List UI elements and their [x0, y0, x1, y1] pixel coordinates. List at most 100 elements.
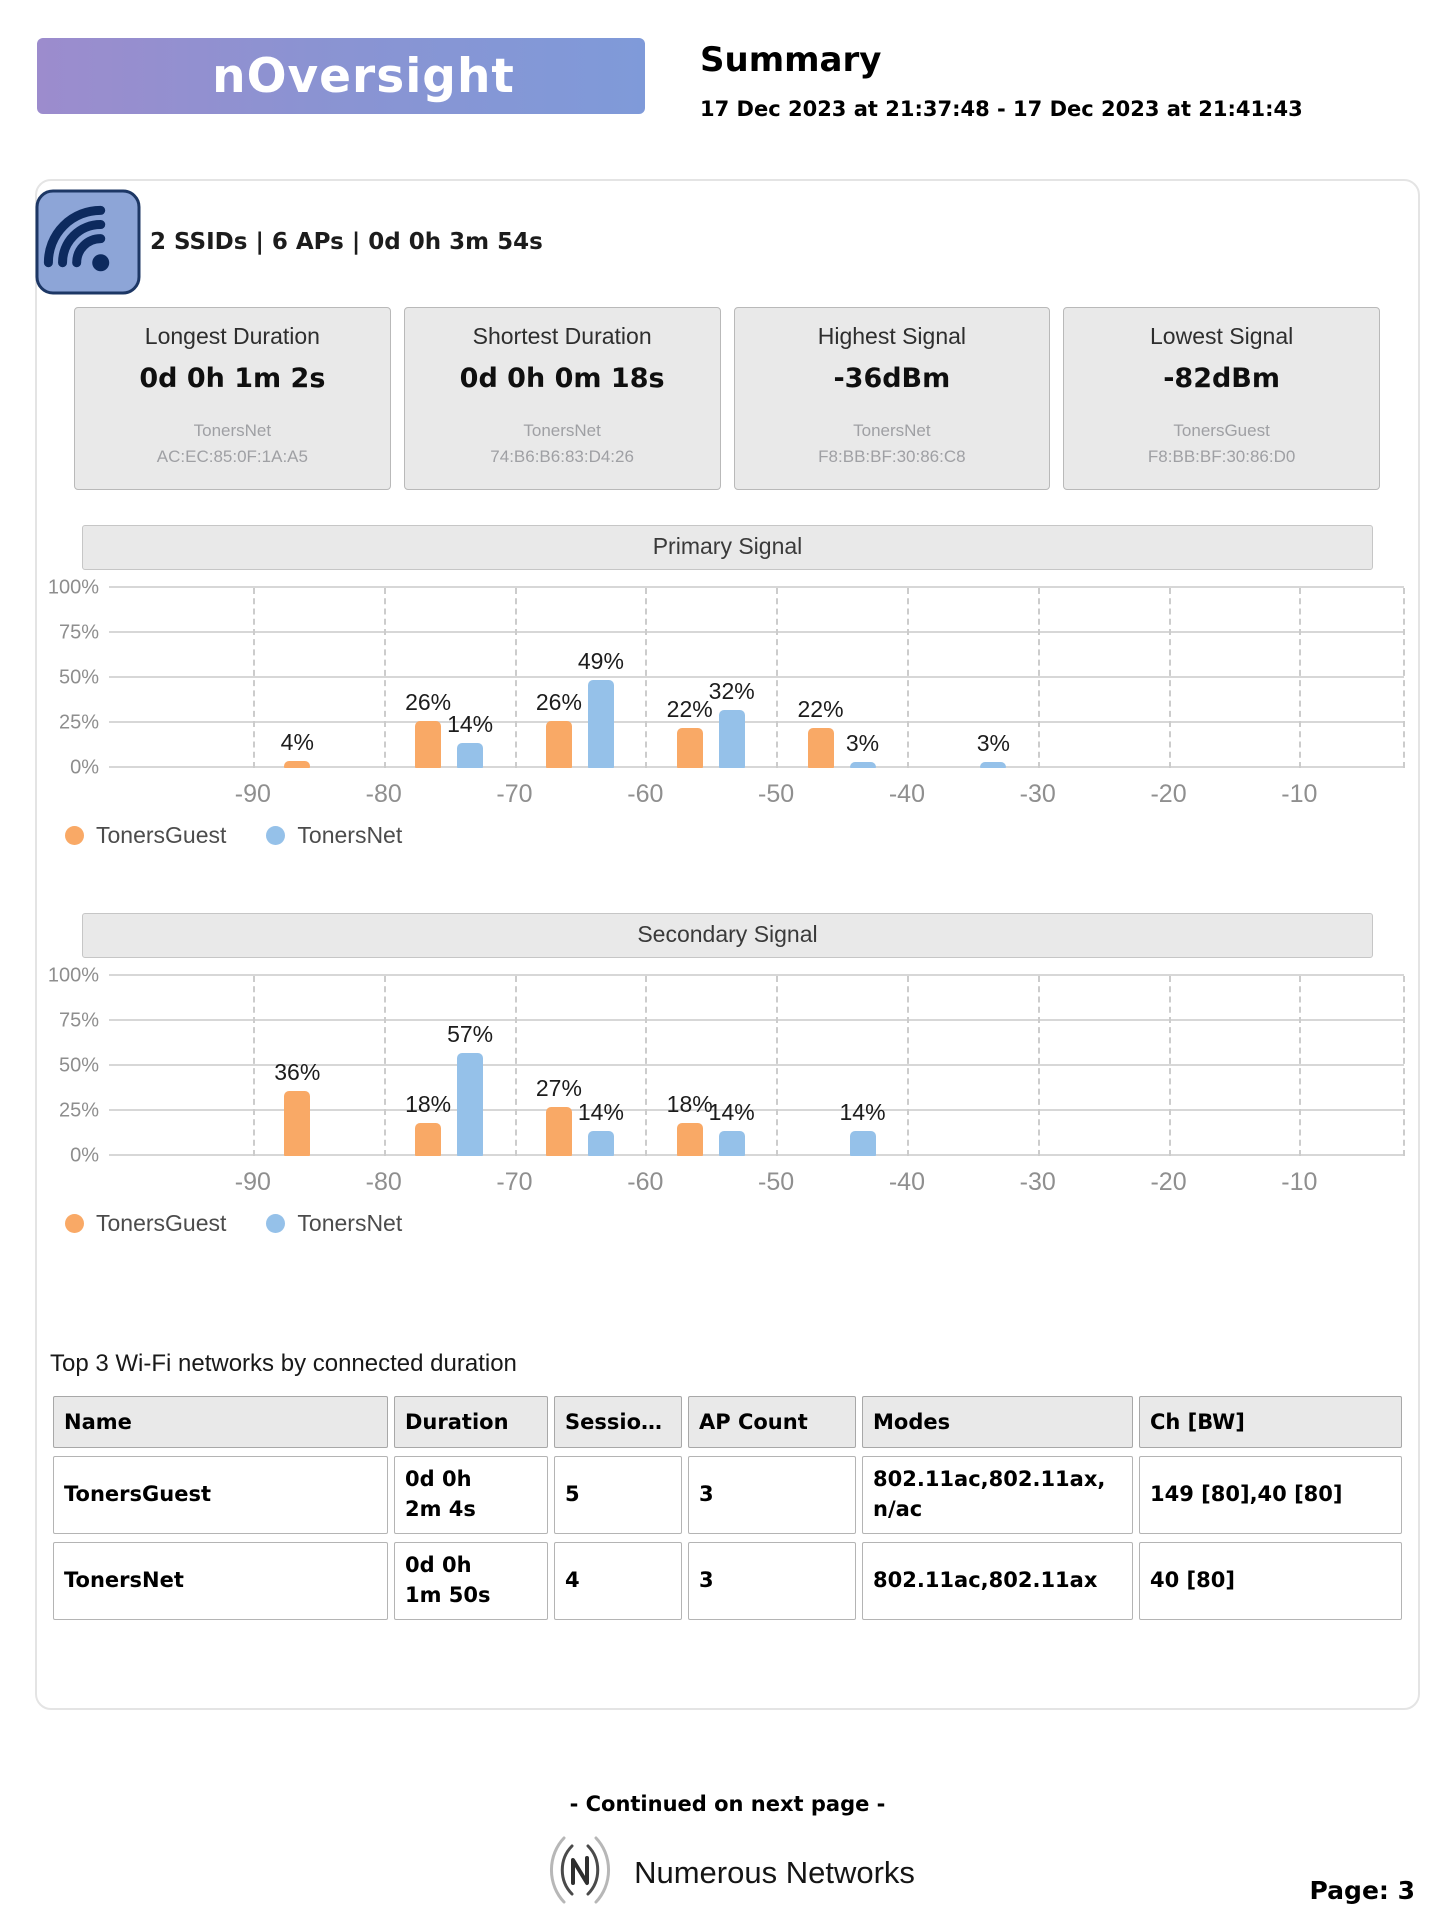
stat-card: Lowest Signal -82dBm TonersGuest F8:BB:BF:3…	[1063, 307, 1380, 490]
chart-bar	[849, 1130, 876, 1156]
chart-bar	[587, 679, 614, 768]
x-gridline	[645, 975, 648, 1156]
stat-label: Highest Signal	[817, 323, 967, 349]
bar-value-label: 14%	[839, 1098, 886, 1125]
stat-mac: F8:BB:BF:30:86:C8	[818, 447, 966, 467]
chart-bar	[284, 1090, 311, 1156]
stat-subtext: TonersGuest F8:BB:BF:30:86:D0	[1070, 418, 1373, 471]
x-axis-label: -20	[1150, 1167, 1187, 1196]
column-header: Ch [BW]	[1139, 1395, 1402, 1448]
x-axis-label: -50	[758, 1167, 795, 1196]
stat-card: Highest Signal -36dBm TonersNet F8:BB:BF:30…	[733, 307, 1051, 490]
table-cell: 0d 0h 1m 50s	[394, 1541, 548, 1620]
x-gridline	[1403, 587, 1405, 768]
networks-table: Name Duration Sessio… AP Count Modes Ch [BW] T…	[47, 1388, 1408, 1628]
legend-item: TonersGuest	[65, 1210, 226, 1237]
x-gridline	[906, 975, 909, 1156]
chart-bar	[457, 1053, 484, 1156]
x-gridline	[906, 587, 909, 768]
y-gridline	[109, 630, 1404, 633]
brand-name: Numerous Networks	[634, 1854, 915, 1890]
plot-area: 36% 18% 57% 27% 14% 18% 14% 14%	[109, 973, 1405, 1156]
chart-bar	[807, 728, 834, 768]
chart-bar	[849, 762, 876, 768]
chart-bar	[980, 762, 1007, 768]
stat-network: TonersNet	[193, 421, 272, 440]
bar-value-label: 26%	[405, 688, 452, 715]
x-gridline	[1299, 587, 1302, 768]
table-body: TonersGuest 0d 0h 2m 4s 5 3 802.11ac,802.11a…	[53, 1455, 1402, 1620]
y-axis: 0% 25% 50% 75% 100%	[37, 576, 109, 778]
x-axis-label: -50	[758, 779, 795, 808]
bar-value-label: 4%	[280, 728, 314, 755]
primary-signal-chart: Primary Signal 0% 25% 50% 75% 100% 4% 26% 14% 2…	[37, 524, 1418, 849]
y-gridline	[109, 585, 1404, 588]
x-gridline	[514, 975, 517, 1156]
chart-bar	[676, 728, 703, 768]
bar-value-label: 18%	[666, 1091, 713, 1118]
secondary-signal-chart: Secondary Signal 0% 25% 50% 75% 100% 36% 18% 5…	[37, 912, 1418, 1237]
table-row: TonersGuest 0d 0h 2m 4s 5 3 802.11ac,802.11a…	[53, 1455, 1402, 1534]
bar-value-label: 14%	[447, 710, 494, 737]
bar-value-label: 36%	[274, 1058, 321, 1085]
x-axis-label: -30	[1019, 779, 1056, 808]
y-gridline	[109, 720, 1404, 723]
continued-note: - Continued on next page -	[569, 1792, 886, 1816]
table-heading: Top 3 Wi-Fi networks by connected durati…	[50, 1349, 517, 1377]
chart-area: 0% 25% 50% 75% 100% 4% 26% 14% 26% 49% 22% 32% 22% 3…	[37, 576, 1418, 778]
chart-bar	[457, 742, 484, 768]
y-gridline	[109, 675, 1404, 678]
table-cell: 40 [80]	[1139, 1541, 1402, 1620]
legend-dot	[266, 1213, 286, 1233]
stat-value: 0d 0h 0m 18s	[459, 363, 665, 394]
y-axis-label: 50%	[58, 1054, 99, 1077]
y-gridline	[109, 973, 1404, 976]
legend-item: TonersNet	[266, 822, 402, 849]
legend-dot	[266, 825, 286, 845]
wifi-overview-row: 2 SSIDs | 6 APs | 0d 0h 3m 54s	[34, 181, 1418, 296]
table-cell: TonersGuest	[53, 1455, 388, 1534]
wifi-icon	[34, 188, 142, 296]
chart-bar	[415, 1123, 442, 1156]
bar-value-label: 3%	[845, 730, 880, 757]
stat-label: Longest Duration	[144, 323, 320, 349]
stat-card: Shortest Duration 0d 0h 0m 18s TonersNet 74…	[403, 307, 721, 490]
table-header-row: Name Duration Sessio… AP Count Modes Ch [BW]	[53, 1395, 1402, 1448]
stat-network: TonersNet	[523, 421, 601, 440]
stat-value: -82dBm	[1163, 363, 1281, 394]
chart-bar	[545, 720, 572, 768]
column-header: Modes	[862, 1395, 1133, 1448]
x-gridline	[645, 587, 648, 768]
chart-bar	[415, 720, 442, 768]
stat-subtext: TonersNet 74:B6:B6:83:D4:26	[411, 418, 714, 471]
stat-mac: 74:B6:B6:83:D4:26	[490, 447, 634, 467]
stat-label: Shortest Duration	[472, 323, 652, 349]
stat-network: TonersGuest	[1173, 421, 1270, 440]
x-gridline	[1037, 587, 1040, 768]
y-axis-label: 75%	[58, 1009, 99, 1032]
x-axis: -90 -80 -70 -60 -50 -40 -30 -20 -10	[109, 768, 1404, 808]
x-gridline	[1403, 975, 1405, 1156]
chart-bar	[718, 1130, 745, 1156]
page-title: Summary	[700, 40, 882, 80]
stats-row: Longest Duration 0d 0h 1m 2s TonersNet AC:E…	[74, 307, 1380, 490]
x-axis-label: -10	[1281, 779, 1318, 808]
column-header: Duration	[394, 1395, 548, 1448]
y-axis-label: 100%	[47, 964, 99, 987]
stat-value: -36dBm	[833, 363, 951, 394]
x-axis-label: -40	[888, 1167, 925, 1196]
chart-legend: TonersGuest TonersNet	[65, 822, 1418, 849]
ssid-summary: 2 SSIDs | 6 APs | 0d 0h 3m 54s	[150, 229, 543, 255]
y-gridline	[109, 1063, 1404, 1066]
table-cell: 3	[688, 1455, 856, 1534]
header-right: Summary 17 Dec 2023 at 21:37:48 - 17 Dec…	[700, 38, 1303, 121]
stat-mac: F8:BB:BF:30:86:D0	[1147, 447, 1296, 467]
y-axis-label: 50%	[58, 666, 99, 689]
x-axis-label: -10	[1281, 1167, 1318, 1196]
column-header: Sessio…	[554, 1395, 682, 1448]
bar-value-label: 26%	[535, 688, 582, 715]
bar-value-label: 49%	[577, 647, 624, 674]
legend-label: TonersGuest	[96, 821, 227, 848]
chart-title: Secondary Signal	[82, 912, 1373, 958]
stat-subtext: TonersNet AC:EC:85:0F:1A:A5	[81, 418, 384, 471]
